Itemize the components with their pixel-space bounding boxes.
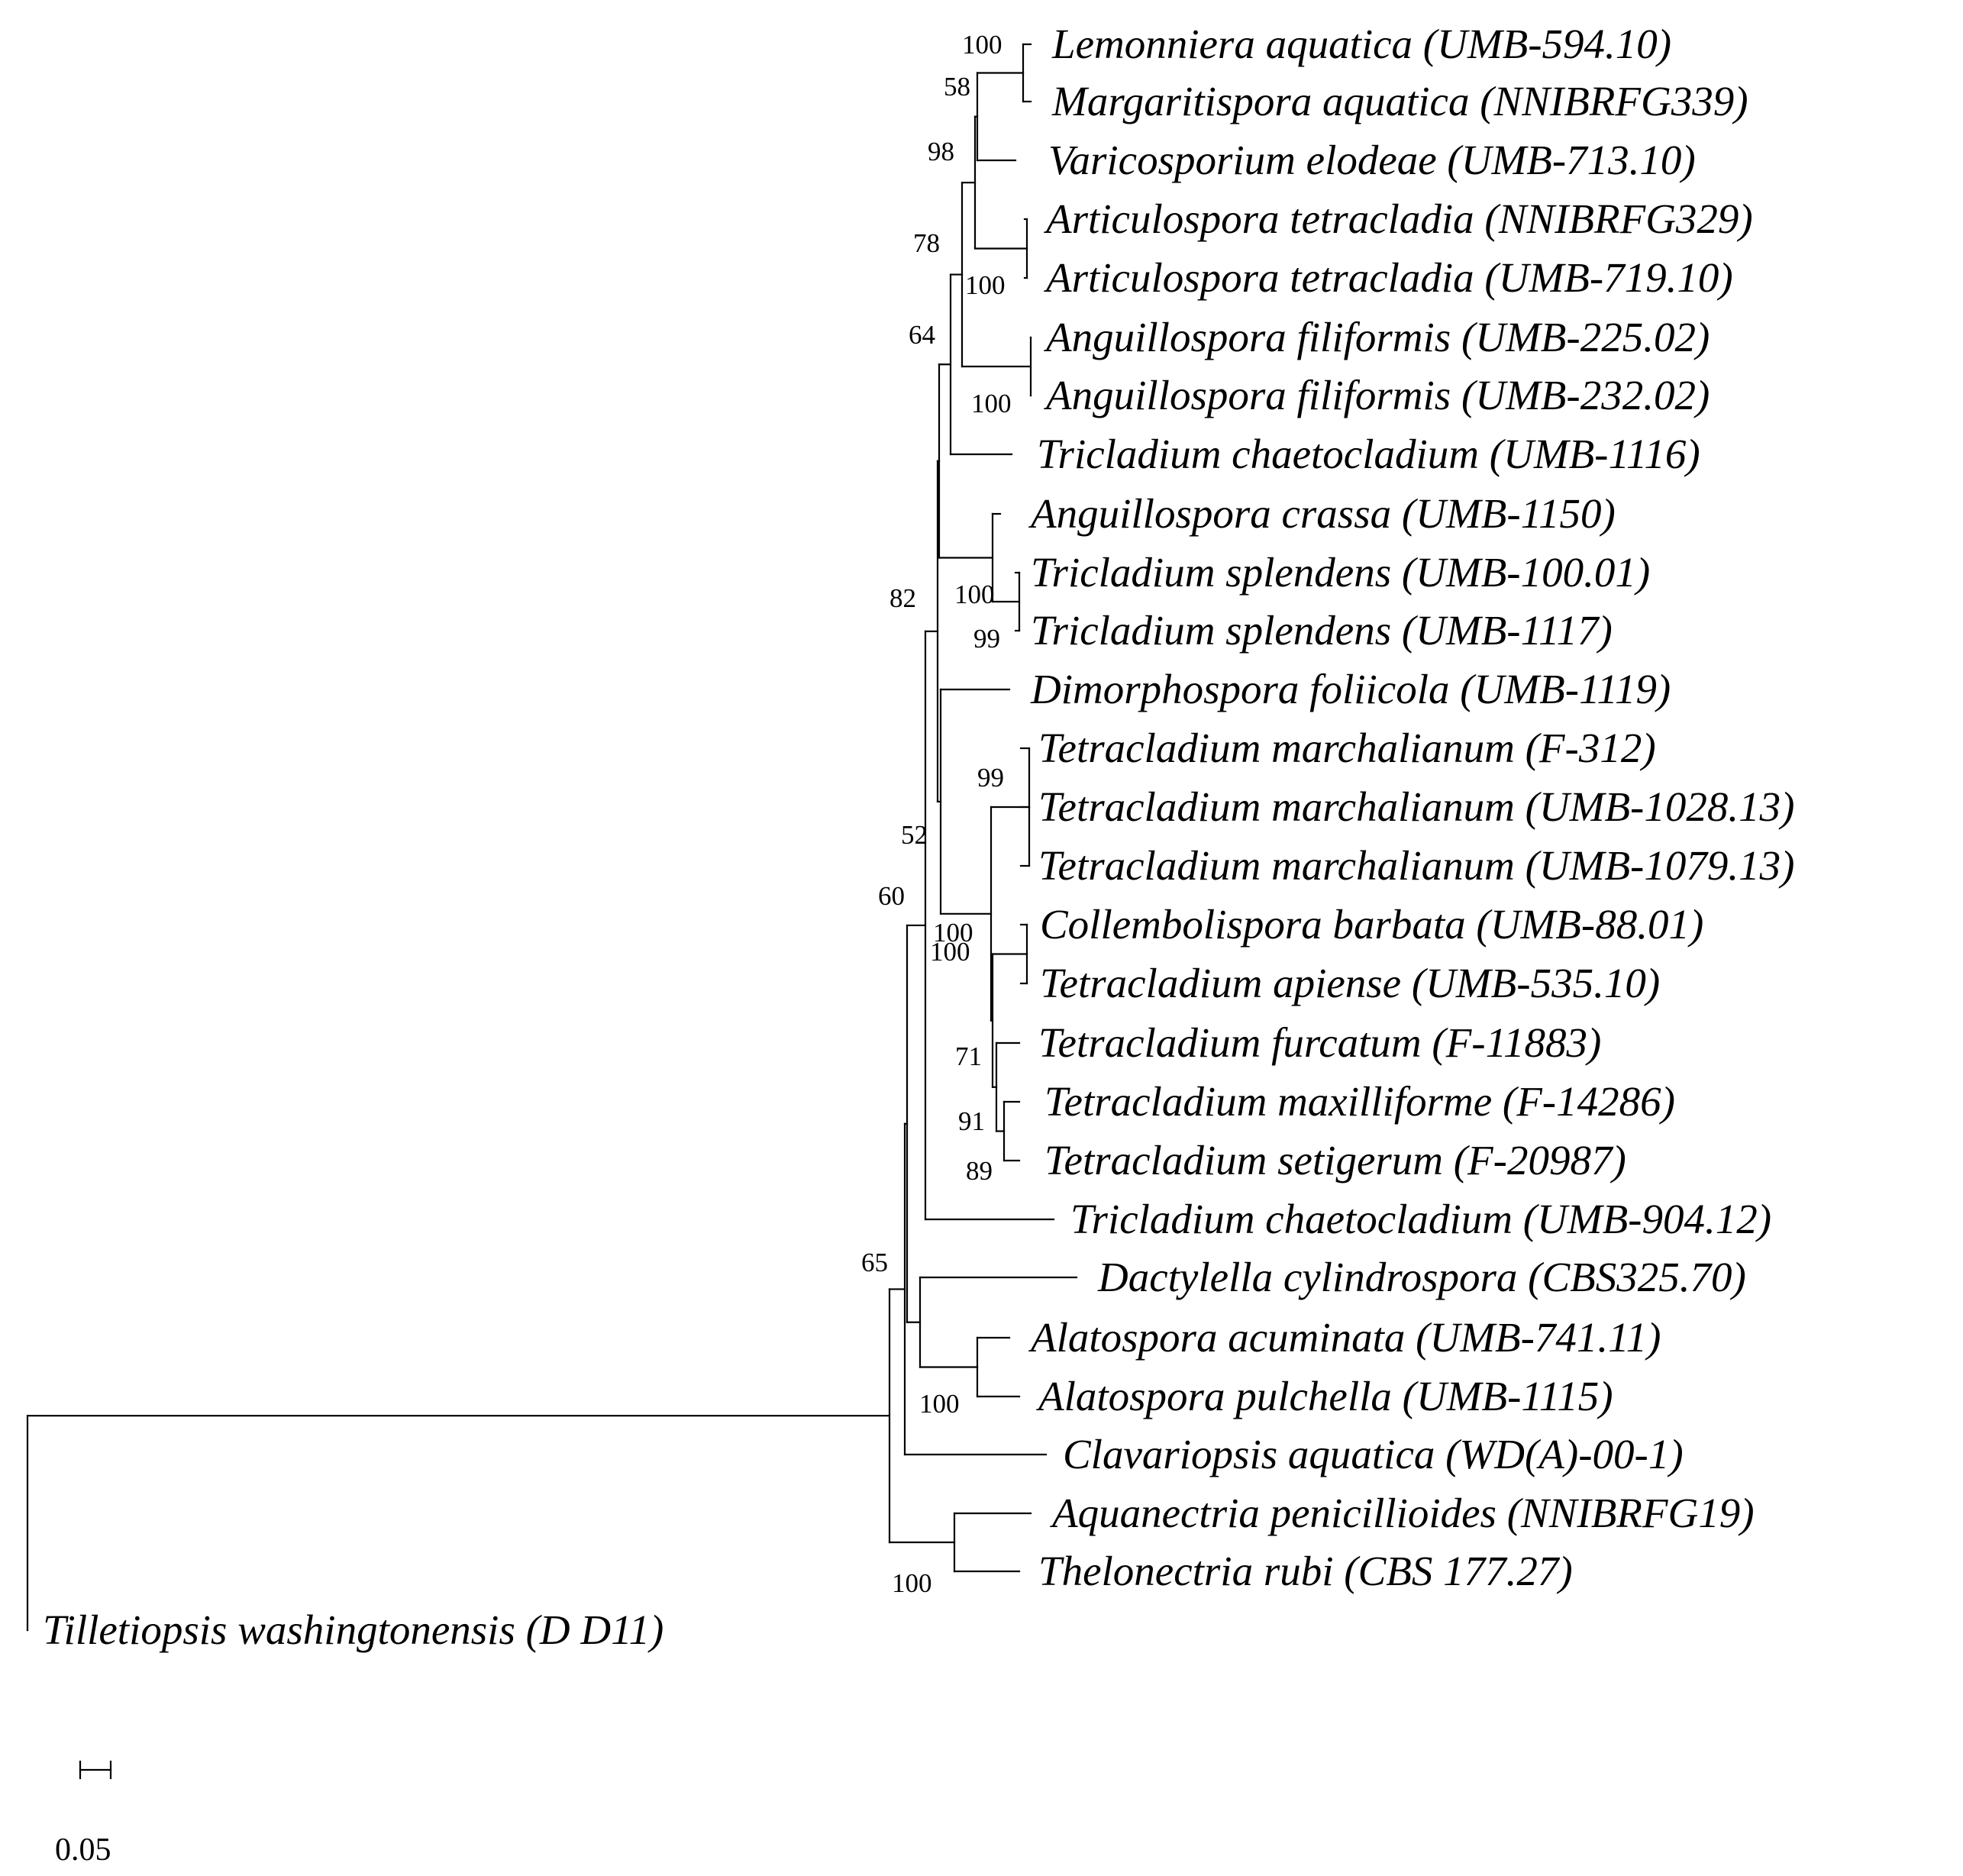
bootstrap-value: 100 (971, 389, 1012, 418)
bootstrap-value: 100 (930, 937, 970, 967)
bootstrap-value: 71 (955, 1041, 982, 1071)
taxon-label: Thelonectria rubi (CBS 177.27) (1038, 1548, 1573, 1594)
taxon-label: Varicosporium elodeae (UMB-713.10) (1048, 137, 1696, 183)
taxon-label: Aquanectria penicillioides (NNIBRFG19) (1049, 1490, 1755, 1536)
bootstrap-value: 65 (861, 1248, 888, 1277)
scale-bar-label: 0.05 (55, 1832, 111, 1868)
taxon-label: Alatospora pulchella (UMB-1115) (1035, 1373, 1613, 1419)
bootstrap-value: 52 (901, 820, 928, 850)
taxon-label: Anguillospora filiformis (UMB-225.02) (1043, 314, 1710, 360)
bootstrap-value: 100 (892, 1568, 932, 1598)
taxon-label: Tetracladium marchalianum (UMB-1079.13) (1038, 842, 1794, 889)
taxon-label: Anguillospora filiformis (UMB-232.02) (1043, 372, 1710, 418)
bootstrap-value: 98 (928, 137, 954, 166)
taxon-label: Tetracladium furcatum (F-11883) (1038, 1019, 1601, 1066)
taxon-label: Tetracladium marchalianum (UMB-1028.13) (1038, 783, 1794, 830)
bootstrap-value: 99 (973, 624, 1000, 654)
bootstrap-value: 82 (889, 583, 916, 613)
taxon-label: Dimorphospora foliicola (UMB-1119) (1030, 666, 1671, 712)
taxon-label: Anguillospora crassa (UMB-1150) (1028, 490, 1616, 537)
taxon-label: Articulospora tetracladia (UMB-719.10) (1043, 254, 1733, 301)
bootstrap-value: 100 (965, 270, 1006, 300)
tree-branches (26, 43, 1078, 1632)
taxon-label: Tricladium splendens (UMB-1117) (1031, 607, 1613, 654)
bootstrap-value: 78 (913, 228, 940, 258)
bootstrap-value: 60 (878, 881, 905, 911)
scale-bar: 0.05 (55, 1760, 112, 1868)
bootstrap-value: 89 (966, 1156, 993, 1186)
taxon-label: Tricladium chaetocladium (UMB-904.12) (1070, 1196, 1771, 1242)
bootstrap-value: 100 (919, 1389, 960, 1419)
taxon-label: Tetracladium maxilliforme (F-14286) (1044, 1078, 1675, 1125)
bootstrap-value: 100 (933, 918, 973, 948)
taxon-label: Lemonniera aquatica (UMB-594.10) (1051, 21, 1671, 67)
bootstrap-value: 99 (977, 763, 1004, 793)
taxon-label: Margaritispora aquatica (NNIBRFG339) (1051, 78, 1748, 124)
taxon-label: Collembolispora barbata (UMB-88.01) (1040, 901, 1703, 948)
bootstrap-value: 64 (909, 320, 935, 350)
bootstrap-value: 100 (954, 580, 995, 609)
taxon-label: Tricladium splendens (UMB-100.01) (1031, 549, 1650, 596)
taxon-labels: Lemonniera aquatica (UMB-594.10) Margarit… (43, 21, 1794, 1653)
bootstrap-value: 91 (958, 1106, 985, 1136)
taxon-label: Tricladium chaetocladium (UMB-1116) (1037, 431, 1700, 477)
taxon-label: Tetracladium apiense (UMB-535.10) (1040, 960, 1660, 1006)
taxon-label: Articulospora tetracladia (NNIBRFG329) (1043, 195, 1753, 242)
bootstrap-labels: 1005898781006410010082999952601001007191… (861, 30, 1012, 1598)
bootstrap-value: 100 (962, 30, 1002, 60)
taxon-label: Tetracladium marchalianum (F-312) (1038, 725, 1656, 771)
taxon-label: Dactylella cylindrospora (CBS325.70) (1097, 1254, 1746, 1300)
bootstrap-value: 58 (944, 72, 970, 102)
taxon-label: Alatospora acuminata (UMB-741.11) (1028, 1314, 1661, 1361)
taxon-label: Tetracladium setigerum (F-20987) (1044, 1137, 1626, 1183)
taxon-label: Clavariopsis aquatica (WD(A)-00-1) (1063, 1431, 1684, 1477)
taxon-label: Tilletiopsis washingtonensis (D D11) (43, 1606, 663, 1653)
